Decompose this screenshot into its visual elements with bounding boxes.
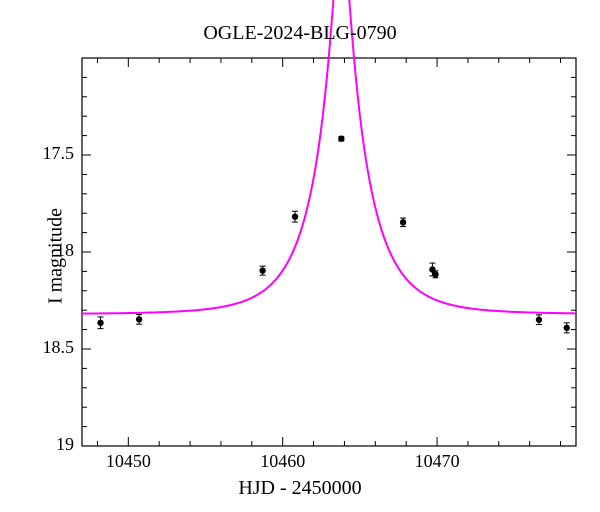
chart-title: OGLE-2024-BLG-0790	[0, 22, 600, 45]
lightcurve-chart: OGLE-2024-BLG-0790 I magnitude HJD - 245…	[0, 0, 600, 512]
plot-svg: 10450104601047017.51818.519	[0, 0, 600, 512]
y-axis-label: I magnitude	[45, 208, 68, 304]
svg-text:19: 19	[56, 434, 74, 454]
svg-text:17.5: 17.5	[43, 143, 75, 163]
svg-text:10460: 10460	[260, 451, 305, 471]
svg-text:10450: 10450	[106, 451, 151, 471]
x-axis-label: HJD - 2450000	[0, 477, 600, 500]
svg-text:10470: 10470	[415, 451, 460, 471]
svg-text:18.5: 18.5	[43, 337, 75, 357]
